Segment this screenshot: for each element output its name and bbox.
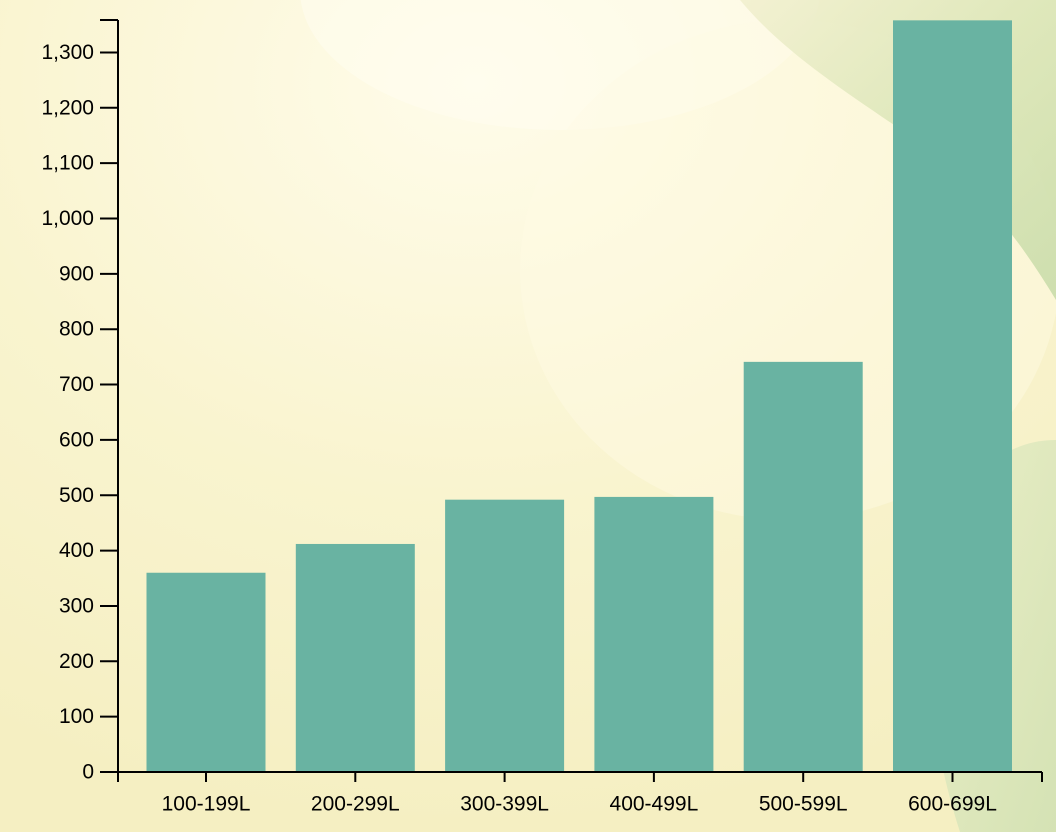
y-tick-label-1300: 1,300 [41,41,94,64]
y-axis: 0 100 200 300 400 500 600 700 800 900 1,000 1,100 1,… [41,19,119,784]
y-tick-label-300: 300 [59,594,94,617]
background-glow-circle [300,0,820,130]
y-tick-label-800: 800 [59,318,94,341]
bar-100-199L [146,572,266,772]
x-tick-label-300-399L: 300-399L [460,793,549,816]
x-tick-label-400-499L: 400-499L [610,793,699,816]
bar-500-599L [743,361,863,772]
bar-200-299L [295,543,415,772]
x-axis: 100-199L 200-299L 300-399L 400-499L 500-599L… [117,771,1043,816]
y-tick-label-600: 600 [59,428,94,451]
y-tick-label-1200: 1,200 [41,96,94,119]
bar-400-499L [594,496,714,772]
bar-300-399L [445,499,565,772]
y-tick-label-1100: 1,100 [41,152,94,175]
x-tick-label-200-299L: 200-299L [311,793,400,816]
y-tick-label-500: 500 [59,484,94,507]
y-tick-label-0: 0 [82,761,94,784]
y-tick-label-700: 700 [59,373,94,396]
x-tick-label-600-699L: 600-699L [908,793,997,816]
bar-600-699L [893,20,1012,773]
bars [146,20,1012,773]
y-tick-label-400: 400 [59,539,94,562]
y-tick-label-1000: 1,000 [41,207,94,230]
y-tick-label-200: 200 [59,650,94,673]
y-tick-label-100: 100 [59,705,94,728]
x-tick-label-100-199L: 100-199L [162,793,251,816]
y-tick-label-900: 900 [59,262,94,285]
x-tick-label-500-599L: 500-599L [759,793,848,816]
plot-area: 0 100 200 300 400 500 600 700 800 900 1,000 1,100 1,… [41,19,1043,816]
